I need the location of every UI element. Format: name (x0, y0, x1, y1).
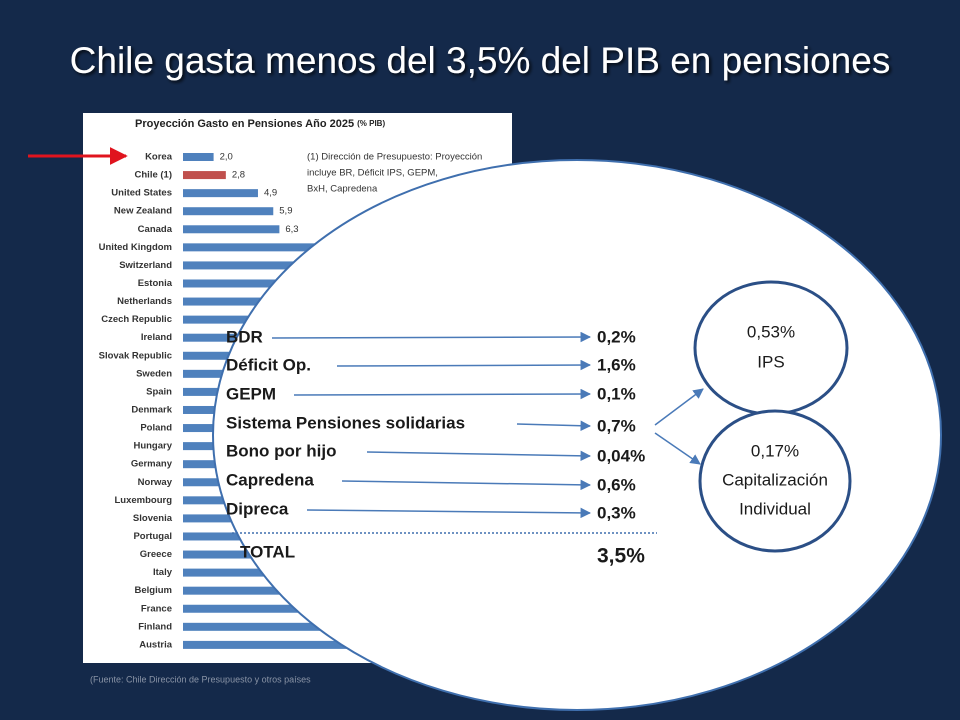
category-label: Switzerland (119, 260, 172, 271)
category-label: Portugal (133, 531, 172, 542)
category-label: Chile (1) (135, 170, 172, 181)
item-arrow (516, 420, 592, 431)
item-label: Dipreca (226, 499, 289, 518)
category-label: Sweden (136, 368, 172, 379)
category-label: Poland (140, 423, 172, 434)
category-label: Netherlands (117, 296, 172, 307)
note-line: BxH, Capredena (307, 184, 378, 195)
item-arrow (306, 507, 592, 519)
breakdown: BDR 0,2% Déficit Op. 1,6% GEPM 0,1% Sistema Pe… (226, 327, 645, 522)
split-circle (693, 280, 849, 416)
category-label: New Zealand (114, 206, 172, 217)
category-label: Korea (145, 152, 173, 163)
item-value: 0,1% (597, 384, 636, 403)
category-label: Luxembourg (114, 495, 172, 506)
category-label: Estonia (138, 278, 173, 289)
split-label: Individual (739, 499, 811, 518)
category-label: Denmark (131, 404, 172, 415)
total-value: 3,5% (597, 545, 645, 568)
item-value: 0,04% (597, 446, 645, 465)
category-label: Spain (146, 386, 172, 397)
total-label: TOTAL (240, 542, 295, 561)
note-line: (1) Dirección de Presupuesto: Proyección (307, 152, 482, 163)
item-value: 0,6% (597, 475, 636, 494)
item-arrow (271, 331, 592, 343)
split-arrow (654, 432, 701, 465)
split-arrow (654, 388, 704, 426)
source: (Fuente: Chile Dirección de Presupuesto … (90, 674, 311, 684)
item-arrow (366, 450, 592, 462)
item-arrow (293, 388, 592, 400)
split-value: 0,17% (751, 441, 799, 460)
chart-title: Proyección Gasto en Pensiones Año 2025 (… (135, 118, 385, 130)
category-label: Greece (140, 549, 172, 560)
category-label: Italy (153, 567, 173, 578)
bar (183, 171, 226, 180)
category-label: Canada (138, 224, 173, 235)
category-label: Slovak Republic (99, 350, 172, 361)
item-value: 1,6% (597, 355, 636, 374)
category-label: France (141, 603, 172, 614)
split-circle (698, 409, 852, 553)
slide-title: Chile gasta menos del 3,5% del PIB en pe… (70, 40, 891, 81)
value-label: 4,9 (264, 188, 277, 199)
bar (183, 189, 258, 198)
item-arrow (341, 479, 592, 491)
note-line: incluye BR, Déficit IPS, GEPM, (307, 168, 438, 179)
bar (183, 207, 274, 216)
item-label: BDR (226, 327, 263, 346)
category-label: United Kingdom (99, 242, 172, 253)
value-label: 6,3 (285, 224, 298, 235)
item-label: GEPM (226, 384, 276, 403)
chart-note: (1) Dirección de Presupuesto: Proyección… (307, 152, 482, 195)
category-label: Hungary (133, 441, 172, 452)
item-label: Sistema Pensiones solidarias (226, 413, 465, 432)
category-label: Slovenia (133, 513, 173, 524)
item-value: 0,2% (597, 327, 636, 346)
category-label: Czech Republic (101, 314, 172, 325)
bar (183, 225, 280, 234)
category-label: Ireland (141, 332, 172, 343)
category-label: Germany (131, 459, 173, 470)
bar (183, 153, 214, 161)
split-label: Capitalización (722, 470, 828, 489)
value-label: 2,0 (220, 152, 233, 163)
category-label: Austria (139, 639, 172, 650)
value-label: 2,8 (232, 170, 245, 181)
item-value: 0,3% (597, 503, 636, 522)
split-label: IPS (757, 352, 784, 371)
item-label: Bono por hijo (226, 441, 336, 460)
item-label: Capredena (226, 470, 314, 489)
item-value: 0,7% (597, 416, 636, 435)
item-label: Déficit Op. (226, 355, 311, 374)
bar (183, 640, 483, 649)
item-arrow (336, 359, 592, 371)
category-label: Norway (138, 477, 173, 488)
value-label: 5,9 (279, 206, 292, 217)
split-value: 0,53% (747, 322, 795, 341)
split-texts: 0,53% IPS 0,17% Capitalización Individual (722, 322, 828, 518)
category-label: United States (111, 188, 172, 199)
category-label: Belgium (135, 585, 172, 596)
category-label: Finland (138, 621, 172, 632)
